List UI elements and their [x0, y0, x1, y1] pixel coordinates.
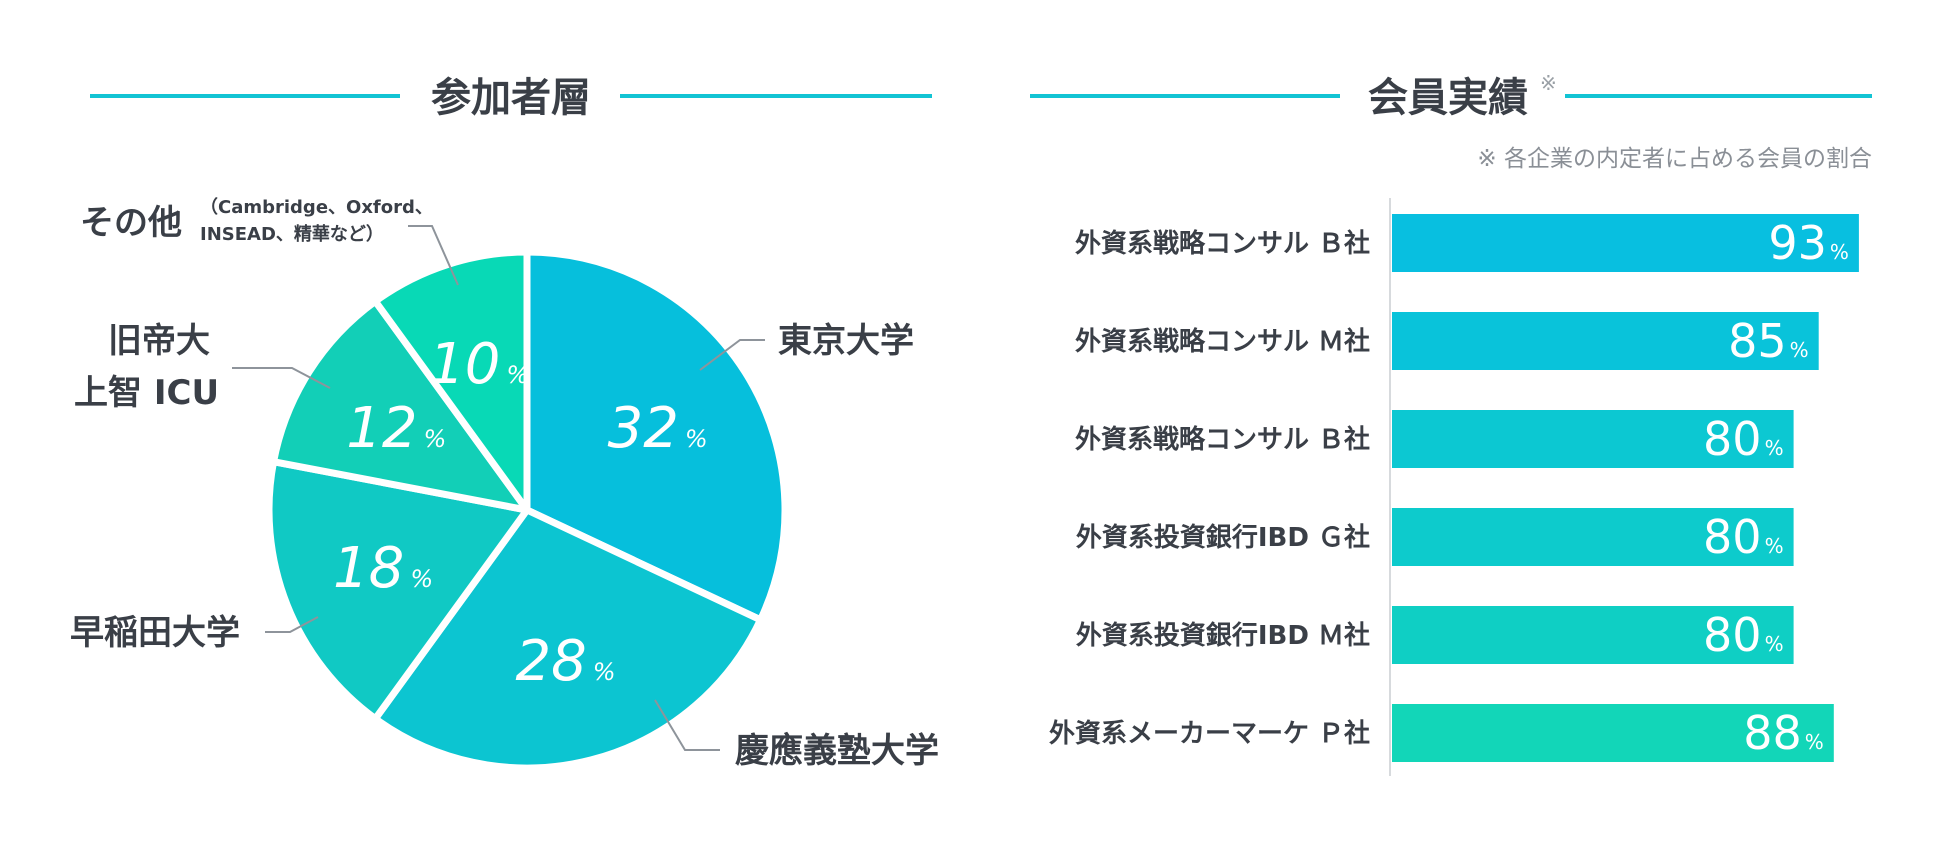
bar-3	[1392, 410, 1794, 468]
bar-section-title-mark: ※	[1540, 71, 1557, 95]
pie-value-kyutei: 12%	[346, 396, 446, 461]
leader-line-other	[408, 225, 459, 286]
leader-line-waseda	[265, 616, 319, 633]
bar-category-4: 外資系投資銀行IBD Ｇ社	[1076, 522, 1370, 553]
pie-value-tokyo: 32%	[608, 396, 708, 461]
pie-slice-waseda	[265, 458, 531, 723]
pie-label-tokyo: 東京大学	[778, 321, 914, 361]
bar-chart: 外資系戦略コンサル Ｂ社 93 % 外資系戦略コンサル Ｍ社 85 % 外資系戦略コンサル …	[1049, 214, 1859, 762]
leader-line-kyutei	[232, 367, 331, 389]
bar-value-3: 80%	[1703, 412, 1784, 466]
bar-section-note: ※ 各企業の内定者に占める会員の割合	[1477, 146, 1872, 172]
bar-category-1: 外資系戦略コンサル Ｂ社	[1075, 228, 1370, 259]
bar-section-title: 会員実績	[1368, 75, 1528, 121]
bar-1	[1392, 214, 1859, 272]
pie-label-other-note-line1: （Cambridge、Oxford、	[200, 197, 433, 218]
pie-value-labels: 32 % 28 % 18 % 12 %10%	[333, 332, 708, 694]
bar-category-2: 外資系戦略コンサル Ｍ社	[1075, 326, 1370, 357]
bar-category-3: 外資系戦略コンサル Ｂ社	[1075, 424, 1370, 455]
bar-category-6: 外資系メーカーマーケ Ｐ社	[1049, 718, 1370, 749]
pie-label-other-note-line2: INSEAD、精華など）	[200, 223, 384, 245]
pie-label-other: その他	[80, 203, 182, 243]
pie-label-keio: 慶應義塾大学	[735, 731, 939, 771]
pie-label-waseda: 早稲田大学	[70, 613, 240, 653]
pie-value-keio: 28%	[515, 629, 615, 694]
bar-6	[1392, 704, 1834, 762]
bar-category-5: 外資系投資銀行IBD Ｍ社	[1076, 620, 1370, 651]
pie-slice-tokyo	[523, 248, 789, 624]
bar-4	[1392, 508, 1794, 566]
leader-line-keio	[654, 699, 720, 751]
pie-value-waseda: 18%	[333, 536, 433, 601]
pie-slice-other	[371, 248, 531, 514]
bar-value-2: 85%	[1728, 314, 1809, 368]
bar-value-5: 80%	[1703, 608, 1784, 662]
pie-label-kyutei-line1: 旧帝大	[108, 321, 210, 361]
pie-slice-keio	[371, 506, 764, 772]
bar-value-6: 88%	[1743, 706, 1824, 760]
bar-value-1: 93%	[1768, 216, 1849, 270]
pie-slice-kyutei	[270, 297, 531, 514]
bar-5	[1392, 606, 1794, 664]
pie-label-kyutei-line2: 上智 ICU	[74, 373, 219, 413]
pie-section-title: 参加者層	[431, 75, 591, 121]
pie-chart	[265, 248, 789, 772]
bar-value-4: 80%	[1703, 510, 1784, 564]
leader-line-tokyo	[699, 339, 765, 371]
bar-2	[1392, 312, 1819, 370]
pie-value-other: 10%	[429, 332, 529, 397]
